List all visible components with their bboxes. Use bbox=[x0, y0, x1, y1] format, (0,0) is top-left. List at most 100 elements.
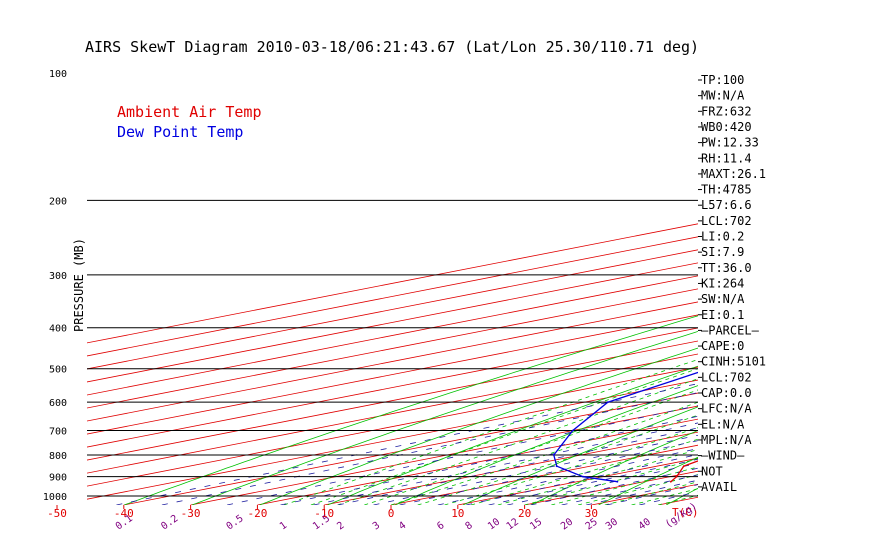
pressure-tick-label: 800 bbox=[49, 451, 67, 462]
dry-adiabat-line bbox=[395, 385, 698, 505]
moist-adiabat-line bbox=[310, 368, 698, 505]
profile-point bbox=[675, 475, 678, 478]
dry-adiabat-line bbox=[530, 430, 698, 505]
mixing-ratio-label: 40 bbox=[637, 517, 653, 533]
index-label: EI:0.1 bbox=[701, 308, 744, 322]
pressure-tick-label: 700 bbox=[49, 427, 67, 438]
y-axis-label: PRESSURE (MB) bbox=[72, 238, 86, 332]
mixing-ratio-label: 6 bbox=[435, 520, 446, 532]
index-label: FRZ:632 bbox=[701, 104, 752, 118]
isotherm-line bbox=[324, 431, 698, 505]
index-label: —WIND— bbox=[701, 449, 745, 463]
pressure-tick-label: 100 bbox=[49, 69, 67, 80]
index-label: NOT bbox=[701, 464, 723, 478]
index-label: LFC:N/A bbox=[701, 402, 752, 416]
bottom-tick-label: 30 bbox=[585, 507, 598, 520]
dry-adiabat-line bbox=[259, 347, 698, 505]
bottom-tick-label: -10 bbox=[314, 507, 334, 520]
pressure-tick-label: 1000 bbox=[43, 492, 67, 503]
moist-adiabat-line bbox=[471, 438, 698, 505]
mixing-ratio-label: 0.5 bbox=[225, 513, 246, 532]
pressure-tick-label: 200 bbox=[49, 196, 67, 207]
pressure-tick-label: 500 bbox=[49, 365, 67, 376]
index-label: WB0:420 bbox=[701, 120, 752, 134]
index-label: KI:264 bbox=[701, 276, 744, 290]
isotherm-line bbox=[87, 314, 698, 435]
mixing-ratio-label: 0.2 bbox=[159, 513, 180, 532]
pressure-tick-label: 400 bbox=[49, 324, 67, 335]
mixing-ratio-label: 20 bbox=[559, 517, 575, 533]
moist-adiabat-line bbox=[417, 414, 698, 505]
mixing-ratio-line bbox=[466, 454, 698, 505]
bottom-tick-label: 10 bbox=[451, 507, 464, 520]
dry-adiabat-line bbox=[802, 73, 870, 505]
index-label: TP:100 bbox=[701, 73, 744, 87]
index-label: EL:N/A bbox=[701, 417, 745, 431]
index-label: MW:N/A bbox=[701, 89, 745, 103]
isotherm-line bbox=[87, 327, 698, 448]
profile-point bbox=[669, 480, 672, 483]
index-label: —PARCEL— bbox=[701, 323, 760, 337]
dry-adiabat-line bbox=[191, 330, 698, 505]
isotherm-line bbox=[257, 418, 698, 505]
isotherm-line bbox=[457, 457, 698, 505]
moist-adiabat-line bbox=[337, 378, 698, 505]
index-label: SW:N/A bbox=[701, 292, 745, 306]
index-label: CINH:5101 bbox=[701, 355, 766, 369]
mixing-ratio-label: 8 bbox=[464, 520, 475, 532]
mixing-ratio-line bbox=[337, 427, 698, 505]
isotherm-line bbox=[87, 249, 698, 370]
bottom-tick-label: 20 bbox=[518, 507, 531, 520]
dry-adiabat-line bbox=[327, 365, 698, 505]
isotherm-line bbox=[87, 223, 698, 344]
profile-point bbox=[555, 465, 558, 468]
index-label: MAXT:26.1 bbox=[701, 167, 766, 181]
mixing-ratio-line bbox=[313, 422, 698, 505]
moist-adiabat-line bbox=[390, 401, 698, 505]
isotherm-line bbox=[87, 288, 698, 409]
moist-adiabat-line bbox=[631, 488, 698, 505]
profile-point bbox=[571, 429, 574, 432]
isotherm-line bbox=[87, 262, 698, 383]
isotherm-line bbox=[658, 496, 698, 505]
index-label: CAP:0.0 bbox=[701, 386, 752, 400]
dry-adiabat-line bbox=[598, 456, 698, 505]
bottom-tick-label: -40 bbox=[114, 507, 134, 520]
isotherm-line bbox=[87, 275, 698, 396]
index-label: CAPE:0 bbox=[701, 339, 744, 353]
profile-point bbox=[682, 465, 685, 468]
index-label: LCL:702 bbox=[701, 214, 752, 228]
profile-point bbox=[606, 401, 609, 404]
pressure-tick-label: 300 bbox=[49, 271, 67, 282]
isotherm-line bbox=[87, 236, 698, 357]
mixing-ratio-line bbox=[116, 383, 698, 505]
isotherm-line bbox=[87, 366, 698, 487]
bottom-tick-label: -20 bbox=[247, 507, 267, 520]
legend-air-temp: Ambient Air Temp bbox=[117, 103, 262, 121]
bottom-tick-label: 0 bbox=[388, 507, 395, 520]
isotherm-line bbox=[87, 340, 698, 461]
chart-title: AIRS SkewT Diagram 2010-03-18/06:21:43.6… bbox=[85, 38, 699, 56]
index-label: PW:12.33 bbox=[701, 136, 759, 150]
mixing-ratio-line bbox=[530, 467, 698, 505]
dry-adiabat-line bbox=[462, 406, 698, 505]
temperature-unit-label: T(C) bbox=[672, 506, 699, 519]
mixing-ratio-label: 3 bbox=[371, 520, 382, 532]
mixing-ratio-line bbox=[399, 440, 698, 505]
mixing-ratio-label: 30 bbox=[604, 517, 620, 533]
moist-adiabat-line bbox=[658, 494, 698, 505]
profile-point bbox=[552, 454, 555, 456]
bottom-tick-label: -50 bbox=[47, 507, 67, 520]
index-label: AVAIL bbox=[701, 480, 737, 494]
pressure-tick-label: 900 bbox=[49, 473, 67, 484]
index-label: TH:4785 bbox=[701, 183, 752, 197]
isotherm-line bbox=[190, 405, 698, 505]
mixing-ratio-line bbox=[161, 392, 698, 505]
dry-adiabat-line bbox=[124, 315, 698, 505]
isotherm-line bbox=[123, 392, 698, 505]
isotherm-line bbox=[87, 353, 698, 474]
moist-adiabat-line bbox=[283, 359, 698, 505]
bottom-tick-label: -30 bbox=[181, 507, 201, 520]
legend-dew-point: Dew Point Temp bbox=[117, 123, 243, 141]
